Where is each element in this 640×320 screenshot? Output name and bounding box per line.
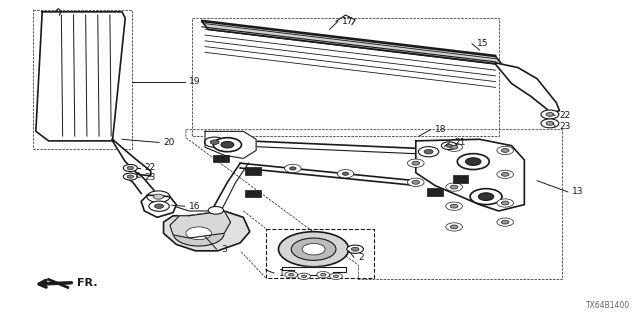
Polygon shape [170,211,230,238]
Circle shape [149,201,170,211]
Circle shape [478,193,493,200]
Circle shape [546,122,554,125]
Circle shape [446,143,463,151]
Circle shape [408,159,424,167]
Text: 19: 19 [189,77,200,86]
Circle shape [446,202,463,210]
Circle shape [124,173,138,180]
Circle shape [466,158,481,165]
Circle shape [497,146,513,155]
Polygon shape [164,211,250,251]
Circle shape [330,273,342,279]
Circle shape [221,141,234,148]
Circle shape [446,144,452,147]
Bar [428,188,443,196]
Circle shape [497,218,513,226]
Circle shape [501,220,509,224]
Circle shape [412,161,420,165]
Bar [213,155,228,162]
Circle shape [501,201,509,205]
Text: FR.: FR. [77,278,98,288]
Polygon shape [205,131,256,158]
Circle shape [470,189,502,204]
Circle shape [501,172,509,176]
Text: 21: 21 [454,138,465,147]
Circle shape [412,180,420,184]
Text: TX64B1400: TX64B1400 [586,301,630,310]
Circle shape [351,247,359,251]
Text: 15: 15 [476,39,488,48]
Text: 22: 22 [145,164,156,172]
Text: 2: 2 [358,253,364,262]
Circle shape [127,166,134,170]
Circle shape [546,113,554,116]
Circle shape [333,275,339,277]
Text: 20: 20 [164,138,175,147]
Circle shape [408,178,424,187]
Polygon shape [36,12,125,141]
Text: 3: 3 [221,245,227,254]
Polygon shape [113,139,151,176]
Polygon shape [202,21,502,64]
Circle shape [186,227,211,240]
Circle shape [497,170,513,179]
Bar [245,190,260,197]
Polygon shape [282,267,346,275]
Text: 13: 13 [572,188,584,196]
Bar [453,175,468,183]
Circle shape [317,271,330,278]
Text: 23: 23 [559,122,571,131]
Circle shape [451,185,458,189]
Circle shape [155,204,164,208]
Circle shape [210,140,219,144]
Circle shape [451,145,458,149]
Circle shape [451,204,458,208]
Circle shape [127,175,134,178]
Text: 18: 18 [435,125,447,134]
Circle shape [451,225,458,229]
Circle shape [285,271,298,278]
Circle shape [213,138,241,152]
Circle shape [442,142,457,149]
Circle shape [446,183,463,191]
Polygon shape [141,195,176,217]
Circle shape [446,223,463,231]
Bar [245,167,260,175]
Circle shape [289,273,294,276]
Circle shape [337,170,354,178]
Text: 22: 22 [559,111,571,120]
Polygon shape [416,139,524,211]
Text: 16: 16 [189,202,200,211]
Circle shape [302,244,325,255]
Circle shape [321,273,326,276]
Circle shape [301,275,307,277]
Circle shape [285,164,301,172]
Circle shape [347,245,364,253]
Polygon shape [495,63,559,114]
Circle shape [124,164,138,172]
Text: 1: 1 [278,268,284,278]
Circle shape [298,273,310,279]
Circle shape [291,238,336,260]
Circle shape [497,199,513,207]
Circle shape [501,148,509,152]
Circle shape [154,194,164,199]
Circle shape [173,220,224,246]
Circle shape [541,110,559,119]
Text: 17: 17 [342,17,354,26]
Circle shape [204,137,225,147]
Circle shape [419,147,439,157]
Circle shape [278,232,349,267]
Circle shape [424,149,433,154]
Text: 23: 23 [145,173,156,182]
Circle shape [290,167,296,170]
Circle shape [208,206,223,214]
Circle shape [147,191,170,202]
Circle shape [342,172,349,175]
Circle shape [541,119,559,128]
Circle shape [458,154,489,170]
